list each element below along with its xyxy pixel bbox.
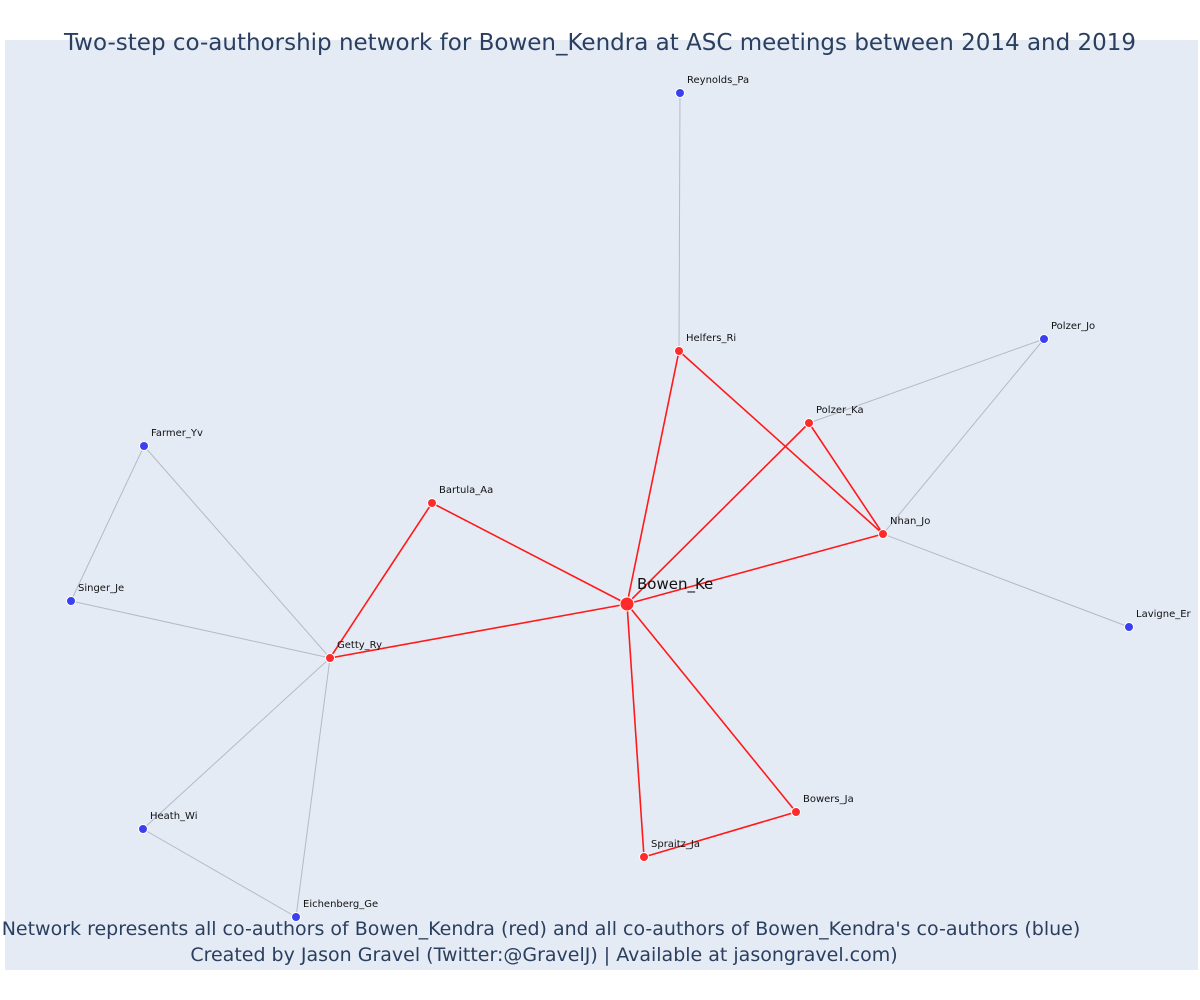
- node-marker[interactable]: [66, 596, 76, 606]
- node-label: Reynolds_Pa: [687, 75, 749, 86]
- node-label: Spraitz_Ja: [651, 839, 700, 850]
- node-Reynolds_Pa[interactable]: Reynolds_Pa: [675, 75, 750, 98]
- edge-Polzer_Ka-Nhan_Jo: [808, 422, 884, 535]
- node-label: Getty_Ry: [337, 640, 382, 651]
- node-Bowen_Ke[interactable]: Bowen_Ke: [619, 575, 713, 612]
- node-Getty_Ry[interactable]: Getty_Ry: [325, 640, 383, 663]
- edge-Bartula_Aa-Getty_Ry: [329, 502, 433, 659]
- edge-Bowen_Ke-Nhan_Jo: [626, 533, 884, 605]
- node-Nhan_Jo[interactable]: Nhan_Jo: [878, 516, 931, 539]
- node-marker[interactable]: [878, 529, 888, 539]
- edge-Bowen_Ke-Bartula_Aa: [431, 502, 628, 605]
- node-marker[interactable]: [791, 807, 801, 817]
- network-plot-area: Bowen_Ke Reynolds_Pa Helfers_Ri Polzer_Jo Po…: [5, 40, 1198, 970]
- node-marker[interactable]: [639, 852, 649, 862]
- node-label: Bowers_Ja: [803, 794, 854, 805]
- caption-legend: Network represents all co-authors of Bow…: [1, 918, 1081, 940]
- edge-Bowen_Ke-Spraitz_Ja: [626, 603, 645, 858]
- node-label: Helfers_Ri: [686, 333, 736, 344]
- node-marker[interactable]: [139, 441, 149, 451]
- node-marker[interactable]: [675, 88, 685, 98]
- edges-layer: [70, 92, 1130, 918]
- edge-Helfers_Ri-Nhan_Jo: [678, 350, 884, 535]
- node-label: Lavigne_Er: [1136, 609, 1192, 620]
- node-Heath_Wi[interactable]: Heath_Wi: [138, 811, 198, 834]
- node-label: Polzer_Ka: [816, 405, 864, 416]
- edge-Polzer_Ka-Polzer_Jo: [808, 338, 1045, 424]
- node-marker[interactable]: [1039, 334, 1049, 344]
- node-Helfers_Ri[interactable]: Helfers_Ri: [674, 333, 737, 356]
- node-Spraitz_Ja[interactable]: Spraitz_Ja: [639, 839, 700, 862]
- edge-Bowen_Ke-Helfers_Ri: [626, 350, 680, 605]
- edge-Farmer_Yv-Singer_Je: [70, 445, 145, 602]
- node-Eichenberg_Ge[interactable]: Eichenberg_Ge: [291, 899, 379, 922]
- node-Singer_Je[interactable]: Singer_Je: [66, 583, 125, 606]
- edge-Heath_Wi-Eichenberg_Ge: [142, 828, 297, 918]
- node-marker[interactable]: [674, 346, 684, 356]
- node-Polzer_Jo[interactable]: Polzer_Jo: [1039, 321, 1096, 344]
- edge-Nhan_Jo-Polzer_Jo: [882, 338, 1045, 535]
- node-Lavigne_Er[interactable]: Lavigne_Er: [1124, 609, 1192, 632]
- nodes-layer: Bowen_Ke Reynolds_Pa Helfers_Ri Polzer_Jo Po…: [66, 75, 1192, 922]
- edge-Nhan_Jo-Lavigne_Er: [882, 533, 1130, 628]
- node-label: Eichenberg_Ge: [303, 899, 378, 910]
- edge-Helfers_Ri-Reynolds_Pa: [678, 92, 681, 352]
- node-label: Polzer_Jo: [1051, 321, 1095, 332]
- node-marker[interactable]: [325, 653, 335, 663]
- node-label: Heath_Wi: [150, 811, 198, 822]
- edge-Getty_Ry-Farmer_Yv: [143, 445, 331, 659]
- node-marker[interactable]: [138, 824, 148, 834]
- node-marker[interactable]: [291, 912, 301, 922]
- caption-credit: Created by Jason Gravel (Twitter:@Gravel…: [190, 944, 898, 966]
- plot-background: [5, 40, 1198, 970]
- edge-Bowen_Ke-Polzer_Ka: [626, 422, 810, 605]
- chart-title: Two-step co-authorship network for Bowen…: [63, 30, 1137, 56]
- edge-Getty_Ry-Eichenberg_Ge: [295, 657, 331, 918]
- node-label: Bartula_Aa: [439, 485, 493, 496]
- node-Bartula_Aa[interactable]: Bartula_Aa: [427, 485, 494, 508]
- node-marker[interactable]: [619, 596, 635, 612]
- node-marker[interactable]: [427, 498, 437, 508]
- edge-Getty_Ry-Singer_Je: [70, 600, 331, 659]
- edge-Bowen_Ke-Getty_Ry: [329, 603, 628, 659]
- node-label: Nhan_Jo: [890, 516, 930, 527]
- node-marker[interactable]: [804, 418, 814, 428]
- edge-Getty_Ry-Heath_Wi: [142, 657, 331, 830]
- edge-Bowen_Ke-Bowers_Ja: [626, 603, 797, 813]
- node-Bowers_Ja[interactable]: Bowers_Ja: [791, 794, 854, 817]
- network-graph[interactable]: Bowen_Ke Reynolds_Pa Helfers_Ri Polzer_Jo Po…: [5, 40, 1198, 970]
- node-Polzer_Ka[interactable]: Polzer_Ka: [804, 405, 864, 428]
- edge-Spraitz_Ja-Bowers_Ja: [643, 811, 797, 858]
- node-label: Farmer_Yv: [151, 428, 203, 439]
- node-label: Bowen_Ke: [637, 575, 713, 594]
- node-Farmer_Yv[interactable]: Farmer_Yv: [139, 428, 204, 451]
- node-label: Singer_Je: [78, 583, 124, 594]
- node-marker[interactable]: [1124, 622, 1134, 632]
